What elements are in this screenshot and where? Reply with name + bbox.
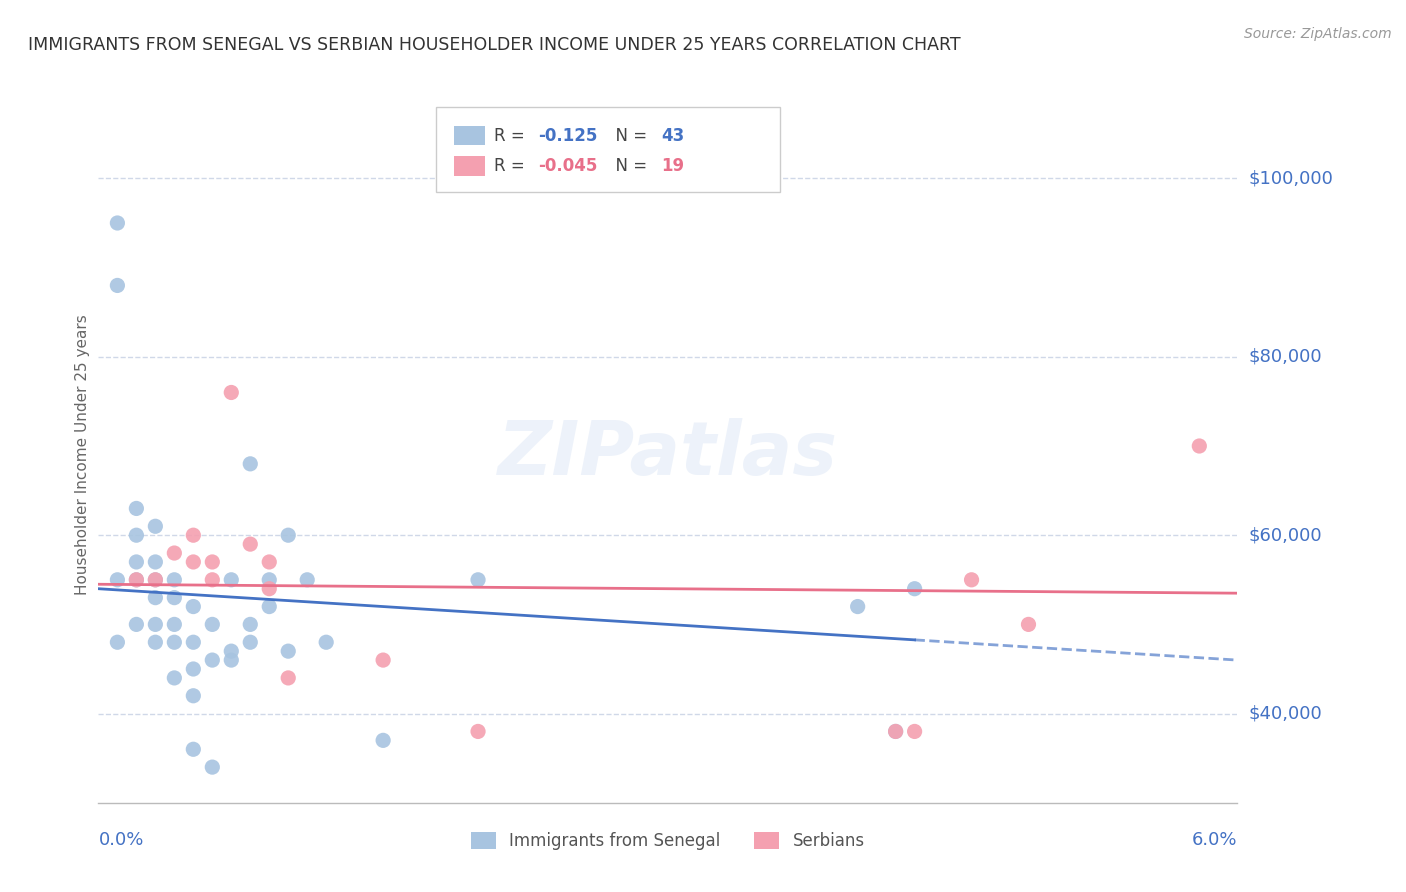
Text: -0.125: -0.125 — [538, 127, 598, 145]
Point — [125, 555, 148, 569]
Point — [277, 528, 299, 542]
Point — [259, 582, 281, 596]
Text: $80,000: $80,000 — [1249, 348, 1322, 366]
Point — [145, 573, 167, 587]
Point — [145, 617, 167, 632]
Point — [221, 573, 243, 587]
Text: ZIPatlas: ZIPatlas — [498, 418, 838, 491]
Point — [239, 617, 262, 632]
Point — [183, 599, 205, 614]
Text: 43: 43 — [661, 127, 685, 145]
Point — [163, 671, 186, 685]
Point — [221, 385, 243, 400]
Point — [1018, 617, 1040, 632]
Point — [904, 582, 927, 596]
Point — [201, 760, 224, 774]
Point — [145, 573, 167, 587]
Point — [201, 555, 224, 569]
Point — [297, 573, 319, 587]
Text: -0.045: -0.045 — [538, 157, 598, 175]
Legend: Immigrants from Senegal, Serbians: Immigrants from Senegal, Serbians — [464, 826, 872, 857]
Point — [163, 591, 186, 605]
Point — [277, 644, 299, 658]
Point — [183, 742, 205, 756]
Y-axis label: Householder Income Under 25 years: Householder Income Under 25 years — [75, 315, 90, 595]
Point — [904, 724, 927, 739]
Point — [371, 653, 394, 667]
Point — [467, 724, 489, 739]
Point — [183, 689, 205, 703]
Text: IMMIGRANTS FROM SENEGAL VS SERBIAN HOUSEHOLDER INCOME UNDER 25 YEARS CORRELATION: IMMIGRANTS FROM SENEGAL VS SERBIAN HOUSE… — [28, 36, 960, 54]
Point — [145, 555, 167, 569]
Point — [846, 599, 869, 614]
Text: $40,000: $40,000 — [1249, 705, 1322, 723]
Text: 6.0%: 6.0% — [1192, 830, 1237, 848]
Text: $100,000: $100,000 — [1249, 169, 1333, 187]
Point — [239, 635, 262, 649]
Point — [371, 733, 394, 747]
Point — [145, 519, 167, 533]
Text: Source: ZipAtlas.com: Source: ZipAtlas.com — [1244, 27, 1392, 41]
Point — [201, 617, 224, 632]
Point — [163, 617, 186, 632]
Point — [884, 724, 907, 739]
Point — [239, 457, 262, 471]
Point — [125, 573, 148, 587]
Point — [125, 617, 148, 632]
Point — [125, 528, 148, 542]
Text: N =: N = — [605, 157, 652, 175]
Point — [183, 528, 205, 542]
Text: 0.0%: 0.0% — [98, 830, 143, 848]
Point — [221, 644, 243, 658]
Point — [201, 573, 224, 587]
Text: N =: N = — [605, 127, 652, 145]
Point — [277, 671, 299, 685]
Point — [467, 573, 489, 587]
Text: R =: R = — [494, 127, 530, 145]
Point — [201, 653, 224, 667]
Text: R =: R = — [494, 157, 530, 175]
Point — [183, 662, 205, 676]
Point — [1188, 439, 1211, 453]
Point — [163, 546, 186, 560]
Point — [960, 573, 983, 587]
Point — [259, 599, 281, 614]
Point — [183, 635, 205, 649]
Point — [259, 555, 281, 569]
Point — [125, 501, 148, 516]
Point — [315, 635, 337, 649]
Point — [107, 635, 129, 649]
Point — [183, 555, 205, 569]
Point — [163, 573, 186, 587]
Point — [125, 573, 148, 587]
Text: 19: 19 — [661, 157, 683, 175]
Text: $60,000: $60,000 — [1249, 526, 1322, 544]
Point — [259, 573, 281, 587]
Point — [107, 278, 129, 293]
Point — [107, 573, 129, 587]
Point — [145, 635, 167, 649]
Point — [239, 537, 262, 551]
Point — [221, 653, 243, 667]
Point — [163, 635, 186, 649]
Point — [107, 216, 129, 230]
Point — [145, 591, 167, 605]
Point — [884, 724, 907, 739]
